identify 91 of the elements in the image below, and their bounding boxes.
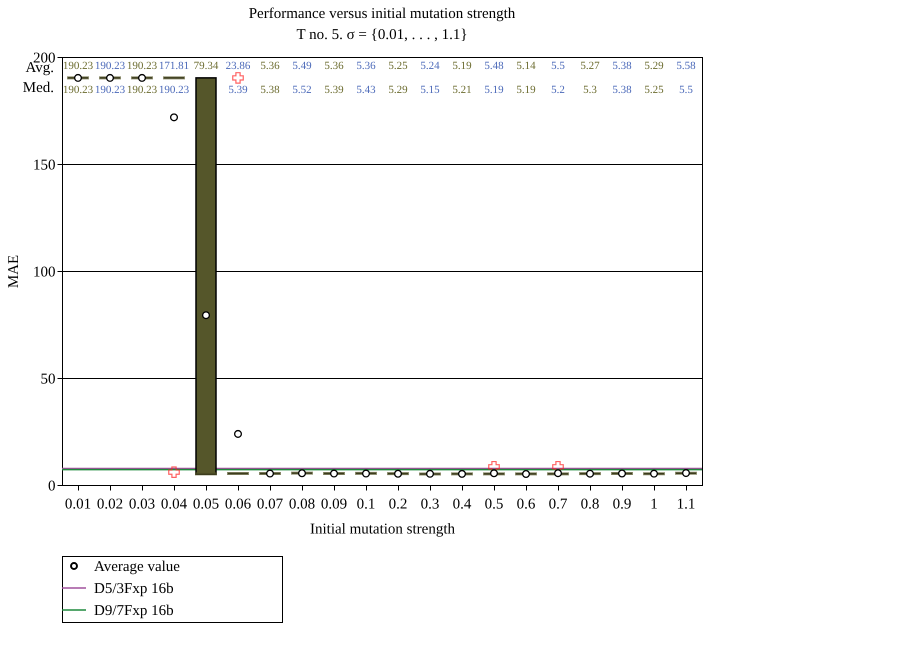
point [426,470,434,478]
x-tick-label: 0.7 [548,496,568,512]
point [298,469,306,478]
x-tick-label: 0.5 [484,496,504,512]
annotation: 23.86 [226,60,251,72]
annotation: 190.23 [126,84,158,96]
point [74,74,82,82]
annotation: 79.34 [194,60,219,72]
x-tick-label: 0.06 [224,496,252,512]
point [394,470,402,478]
annotation: 190.23 [94,84,126,96]
annotation: 5.24 [420,60,440,72]
x-tick-label: 0.4 [452,496,472,512]
annotation: 5.48 [484,60,504,72]
text: 190.23 [94,60,126,72]
y-tick-label: 0 [48,478,56,494]
y-axis-title: MAE [6,254,22,288]
point [362,470,370,478]
annotation: 5.27 [580,60,600,72]
point [234,430,242,438]
annotation: 5.29 [388,84,408,96]
y-tick-label: 150 [33,158,56,174]
annotation: 5.49 [292,60,312,72]
annotation: 5.36 [324,60,344,72]
text: 5.25 [388,60,408,72]
text: 5.43 [356,84,376,96]
text: 190.23 [62,60,94,72]
annotation: 5.25 [644,84,664,96]
x-tick-label: 0.1 [356,496,376,512]
x-tick-label: 0.09 [320,496,348,512]
annotation: 190.23 [62,84,94,96]
text: 5.2 [551,84,565,96]
text: 5.3 [583,84,597,96]
x-axis-title: Initial mutation strength [310,522,456,538]
x-tick-label: 0.08 [288,496,316,512]
text: 190.23 [158,84,190,96]
text: 5.39 [324,84,344,96]
x-tick-label: 0.3 [420,496,440,512]
legend-label: D5/3Fxp 16b [94,581,174,597]
point [170,113,178,122]
point [138,74,146,82]
legend-label: Average value [94,559,180,575]
annotation: 171.81 [158,60,190,72]
point [458,470,466,478]
chart-title: Performance versus initial mutation strength [248,6,516,22]
point [650,470,658,478]
chart-subtitle: T no. 5. σ = {0.01, . . . , 1.1} [296,27,468,43]
annotation: 5.36 [260,60,280,72]
x-tick-label: 0.04 [160,496,188,512]
annotation: 5.5 [679,84,694,96]
x-tick-label: 0.8 [580,496,600,512]
y-tick-label: 50 [40,372,56,388]
point [202,311,210,320]
point [522,470,530,478]
text: 5.39 [228,84,248,96]
text: 5.5 [551,60,565,72]
text: 5.19 [516,84,536,96]
text: Med. [22,80,54,96]
annotation: 5.19 [484,84,504,96]
text: 5.29 [644,60,664,72]
point [266,470,274,478]
x-tick-label: 0.07 [256,496,284,512]
text: 5.38 [612,84,632,96]
point [330,470,338,478]
x-tick-label: 1 [650,496,658,512]
x-tick-label: 0.6 [516,496,536,512]
text: 5.21 [452,84,472,96]
x-tick-label: 0.01 [64,496,92,512]
text: 190.23 [126,60,158,72]
point [490,469,498,478]
x-tick-label: 1.1 [676,496,696,512]
y-tick-label: 100 [33,264,56,280]
text: 5.52 [292,84,312,96]
x-tick-label: 0.02 [96,496,124,512]
x-tick-label: 0.2 [388,496,408,512]
point [554,469,562,478]
x-tick-label: 0.03 [128,496,156,512]
point [586,470,594,478]
legend-label: D9/7Fxp 16b [94,603,174,619]
point [618,469,626,478]
text: 5.19 [452,60,472,72]
annotation: 5.14 [516,60,536,72]
annotation: 5.58 [676,60,696,72]
point [682,469,690,478]
annotation: 5.36 [356,60,376,72]
annotation: 5.38 [260,84,280,96]
point [106,74,114,82]
text: 5.15 [420,84,440,96]
x-tick-label: 0.05 [192,496,220,512]
text: 5.38 [612,60,632,72]
x-tick-label: 0.9 [612,496,632,512]
